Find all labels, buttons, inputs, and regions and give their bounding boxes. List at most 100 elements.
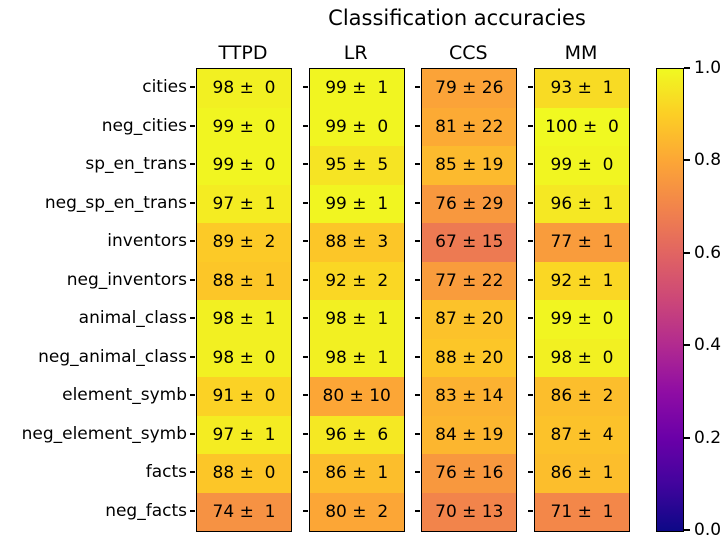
colorbar: [656, 68, 684, 532]
heatmap-cell-MM-neg_inventors: 92 ± 1: [535, 261, 629, 300]
heatmap-cell-MM-cities: 93 ± 1: [535, 69, 629, 108]
heatmap-cell-MM-neg_sp_en_trans: 96 ± 1: [535, 184, 629, 223]
heatmap-column-MM: 93 ± 1 100 ± 0 99 ± 0 96 ± 1 77 ± 1 92 ± 1 99 …: [534, 68, 630, 532]
y-tick: [190, 240, 195, 243]
colorbar-tick-label: 0.2: [694, 427, 722, 448]
y-tick: [302, 124, 308, 127]
y-tick: [415, 317, 421, 320]
heatmap-cell-CCS-neg_sp_en_trans: 76 ± 29: [422, 184, 517, 223]
colorbar-tick: [684, 436, 690, 439]
column-header-CCS: CCS: [449, 42, 488, 64]
heatmap-cell-TTPD-animal_class: 98 ± 1: [197, 300, 291, 339]
y-tick: [302, 317, 308, 320]
y-tick: [528, 201, 533, 204]
heatmap-cell-CCS-element_symb: 83 ± 14: [422, 377, 517, 416]
heatmap-cell-CCS-cities: 79 ± 26: [422, 69, 517, 108]
heatmap-cell-LR-neg_sp_en_trans: 99 ± 1: [309, 184, 404, 223]
colorbar-tick-label: 1.0: [694, 58, 722, 78]
y-tick: [190, 471, 195, 474]
heatmap-cell-TTPD-cities: 98 ± 0: [197, 69, 291, 108]
heatmap-cell-TTPD-neg_inventors: 88 ± 1: [197, 261, 291, 300]
row-label-animal_class: animal_class: [78, 308, 187, 329]
colorbar-tick-label: 0.8: [694, 150, 722, 171]
heatmap-cell-TTPD-neg_cities: 99 ± 0: [197, 107, 291, 146]
y-tick: [528, 86, 533, 89]
heatmap-cell-LR-sp_en_trans: 95 ± 5: [309, 146, 404, 185]
heatmap-cell-CCS-neg_cities: 81 ± 22: [422, 107, 517, 146]
heatmap-cell-MM-element_symb: 86 ± 2: [535, 377, 629, 416]
y-tick: [190, 86, 195, 89]
row-label-sp_en_trans: sp_en_trans: [85, 154, 187, 175]
y-tick: [190, 432, 195, 435]
column-header-MM: MM: [564, 42, 598, 64]
row-label-facts: facts: [145, 462, 187, 483]
y-tick: [415, 240, 421, 243]
row-label-neg_cities: neg_cities: [101, 115, 187, 136]
heatmap-cell-MM-neg_facts: 71 ± 1: [535, 492, 629, 531]
y-tick: [528, 394, 533, 397]
y-tick: [528, 355, 533, 358]
heatmap-cell-LR-neg_facts: 80 ± 2: [309, 492, 404, 531]
row-label-neg_facts: neg_facts: [105, 500, 187, 521]
heatmap-cell-CCS-inventors: 67 ± 15: [422, 223, 517, 262]
colorbar-gradient: [657, 69, 683, 531]
y-tick: [190, 124, 195, 127]
heatmap-cell-MM-neg_animal_class: 98 ± 0: [535, 338, 629, 377]
heatmap-cell-LR-cities: 99 ± 1: [309, 69, 404, 108]
heatmap-cell-TTPD-inventors: 89 ± 2: [197, 223, 291, 262]
heatmap-cell-TTPD-facts: 88 ± 0: [197, 454, 291, 493]
y-tick: [190, 278, 195, 281]
heatmap-cell-TTPD-element_symb: 91 ± 0: [197, 377, 291, 416]
y-tick: [528, 278, 533, 281]
heatmap-column-LR: 99 ± 1 99 ± 0 95 ± 5 99 ± 1 88 ± 3 92 ± 2 98 ±…: [308, 68, 405, 532]
y-tick: [415, 86, 421, 89]
heatmap-column-CCS: 79 ± 26 81 ± 22 85 ± 19 76 ± 29 67 ± 15 77 ± …: [421, 68, 518, 532]
y-tick: [190, 163, 195, 166]
y-tick: [528, 432, 533, 435]
y-tick: [528, 240, 533, 243]
y-tick: [302, 394, 308, 397]
y-tick: [528, 317, 533, 320]
y-tick: [302, 471, 308, 474]
heatmap-cell-CCS-neg_element_symb: 84 ± 19: [422, 415, 517, 454]
y-tick: [415, 509, 421, 512]
heatmap-cell-CCS-animal_class: 87 ± 20: [422, 300, 517, 339]
heatmap-cell-MM-neg_element_symb: 87 ± 4: [535, 415, 629, 454]
y-tick: [190, 509, 195, 512]
colorbar-tick: [684, 67, 690, 69]
row-label-neg_element_symb: neg_element_symb: [21, 423, 187, 444]
y-tick: [415, 201, 421, 204]
colorbar-tick: [684, 159, 690, 162]
column-header-LR: LR: [343, 42, 368, 64]
row-label-neg_animal_class: neg_animal_class: [38, 346, 187, 367]
colorbar-tick: [684, 529, 690, 531]
y-tick: [528, 509, 533, 512]
y-tick: [302, 201, 308, 204]
y-tick: [302, 509, 308, 512]
y-tick: [302, 163, 308, 166]
y-tick: [302, 432, 308, 435]
y-tick: [302, 86, 308, 89]
colorbar-tick-label: 0.0: [694, 520, 722, 540]
y-tick: [190, 201, 195, 204]
y-tick: [415, 432, 421, 435]
y-tick: [190, 317, 195, 320]
y-tick: [190, 394, 195, 397]
heatmap-column-TTPD: 98 ± 0 99 ± 0 99 ± 0 97 ± 1 89 ± 2 88 ± 1 98 ±…: [196, 68, 292, 532]
heatmap-cell-CCS-neg_animal_class: 88 ± 20: [422, 338, 517, 377]
heatmap-cell-LR-neg_element_symb: 96 ± 6: [309, 415, 404, 454]
heatmap-cell-LR-animal_class: 98 ± 1: [309, 300, 404, 339]
row-label-neg_inventors: neg_inventors: [66, 269, 187, 290]
row-label-cities: cities: [142, 77, 187, 98]
y-tick: [302, 355, 308, 358]
colorbar-tick: [684, 344, 690, 347]
y-tick: [302, 278, 308, 281]
heatmap-cell-LR-neg_inventors: 92 ± 2: [309, 261, 404, 300]
heatmap-cell-MM-sp_en_trans: 99 ± 0: [535, 146, 629, 185]
y-tick: [528, 471, 533, 474]
heatmap-cell-TTPD-neg_element_symb: 97 ± 1: [197, 415, 291, 454]
y-tick: [415, 355, 421, 358]
heatmap-cell-LR-neg_animal_class: 98 ± 1: [309, 338, 404, 377]
colorbar-tick-label: 0.4: [694, 335, 722, 356]
y-tick: [415, 278, 421, 281]
